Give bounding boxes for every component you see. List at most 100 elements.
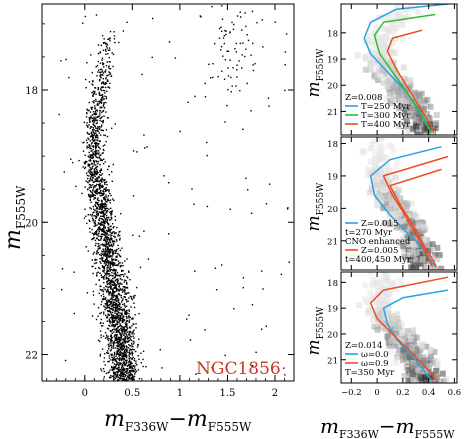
star-point [99,114,101,116]
star-point [108,56,110,59]
star-point [98,94,101,96]
star-point [84,15,87,18]
star-point [100,334,102,336]
star-point [135,350,137,353]
density-cell [372,307,379,314]
star-point [117,353,119,355]
density-cell [427,346,434,353]
right-y-tick-label: 18 [327,140,338,150]
star-point [120,294,122,297]
density-cell [388,100,395,106]
star-point [105,220,107,223]
star-point [261,19,263,21]
star-point [95,208,98,210]
star-point [129,338,132,340]
star-point [113,298,115,301]
star-point [115,360,118,362]
star-point [107,246,109,249]
density-cell [379,48,386,55]
density-cell [400,346,407,353]
star-point [103,224,105,226]
star-point [104,144,106,146]
star-point [97,115,99,117]
star-point [107,216,110,219]
star-point [97,315,99,318]
star-point [131,331,133,334]
star-point [92,137,94,139]
star-point [100,233,103,235]
star-point [120,368,122,371]
star-point [95,100,97,102]
star-point [123,341,125,343]
star-point [111,368,113,371]
star-point [121,326,123,328]
star-point [241,67,243,69]
star-point [114,269,116,271]
star-point [255,351,257,353]
star-point [121,333,123,335]
star-point [118,325,121,327]
star-point [120,314,122,316]
star-point [97,87,99,89]
star-point [117,367,119,369]
star-point [102,63,104,66]
density-cell [374,73,381,79]
star-point [124,364,126,367]
star-point [117,345,119,347]
star-point [95,173,98,175]
star-point [101,177,103,179]
density-cell [390,207,397,214]
star-point [93,164,95,166]
star-point [119,315,122,317]
star-point [115,309,117,312]
star-point [116,373,118,376]
star-point [132,323,134,325]
star-point [101,233,104,235]
density-cell [392,285,399,292]
star-point [151,56,153,59]
star-point [88,219,90,221]
star-point [88,109,90,112]
cluster-label: NGC1856 [196,359,281,379]
star-point [115,363,117,366]
star-point [129,345,131,347]
star-point [103,90,106,92]
star-point [113,269,115,272]
density-cell [405,377,412,383]
star-point [111,234,113,236]
star-point [119,333,121,335]
star-point [89,178,91,180]
density-cell [385,83,392,90]
star-point [103,198,105,200]
density-cell [412,116,419,123]
star-point [97,52,100,55]
isochrone-line [369,276,449,381]
star-point [110,292,112,294]
density-cell [405,253,412,260]
star-point [115,299,117,302]
star-point [90,132,93,134]
star-point [127,300,129,302]
star-point [108,165,110,167]
star-point [261,328,263,330]
density-cell [431,252,438,259]
isochrone-line [373,13,436,133]
star-point [119,249,122,252]
star-point [115,355,117,357]
star-point [102,322,104,324]
star-point [111,375,114,377]
star-point [132,318,134,320]
star-point [226,105,228,107]
star-point [111,321,113,323]
star-point [94,219,96,222]
star-point [96,166,99,168]
star-point [104,161,106,163]
star-point [125,368,127,370]
star-point [113,340,115,343]
star-point [100,77,102,79]
star-point [98,245,100,247]
star-point [95,262,98,264]
density-cell [417,346,424,353]
star-point [100,336,102,339]
star-point [104,247,107,250]
